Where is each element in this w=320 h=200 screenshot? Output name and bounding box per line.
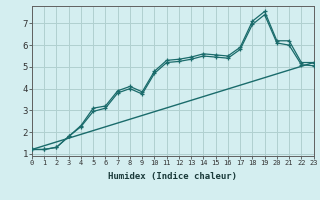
X-axis label: Humidex (Indice chaleur): Humidex (Indice chaleur) <box>108 172 237 181</box>
